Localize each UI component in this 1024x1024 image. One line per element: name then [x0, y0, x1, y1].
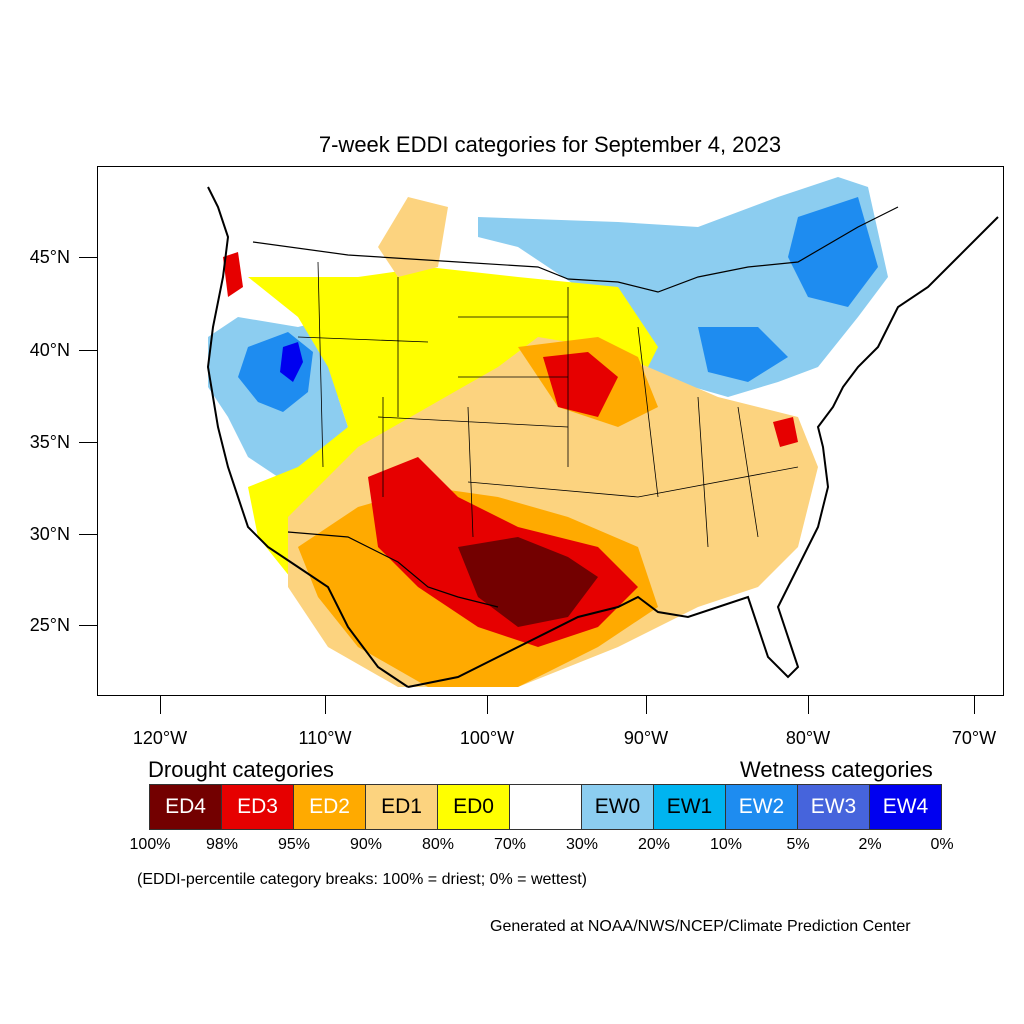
lat-tick	[79, 257, 97, 258]
legend-cell-ed0: ED0	[437, 784, 510, 830]
lon-label-70w: 70°W	[951, 728, 997, 748]
drought-ed3-virginia	[773, 417, 798, 447]
legend-cell-ew0: EW0	[581, 784, 654, 830]
lat-label-35: 35°N	[29, 432, 70, 452]
break-label: 70%	[493, 836, 527, 853]
break-label: 100%	[129, 836, 171, 853]
legend-cell-ed4: ED4	[149, 784, 222, 830]
drought-ed1-north	[378, 197, 448, 277]
legend-cell-ed1: ED1	[365, 784, 438, 830]
lat-tick	[79, 350, 97, 351]
lat-tick	[79, 625, 97, 626]
eddi-map	[97, 166, 1004, 696]
drought-heading: Drought categories	[148, 757, 334, 782]
lat-label-45: 45°N	[29, 247, 70, 267]
lon-label-120w: 120°W	[132, 728, 188, 748]
coastline	[206, 186, 999, 688]
lon-tick	[646, 696, 647, 714]
category-legend: ED4 ED3 ED2 ED1 ED0 EW0 EW1 EW2 EW3 EW4	[149, 784, 942, 830]
wet-region-north	[478, 177, 888, 397]
lon-tick	[974, 696, 975, 714]
lat-label-40: 40°N	[29, 340, 70, 360]
break-label: 5%	[786, 836, 810, 853]
drought-ed4-texas	[458, 537, 598, 627]
break-label: 2%	[858, 836, 882, 853]
lat-label-30: 30°N	[29, 524, 70, 544]
legend-cell-ew1: EW1	[653, 784, 726, 830]
legend-cell-ed3: ED3	[221, 784, 294, 830]
lon-label-90w: 90°W	[623, 728, 669, 748]
wet-region-west-ew4	[280, 342, 303, 382]
border-canada	[252, 206, 899, 293]
state-lines	[297, 261, 799, 548]
lat-tick	[79, 442, 97, 443]
wetness-heading: Wetness categories	[740, 757, 933, 782]
drought-ed3-iowa	[543, 352, 618, 417]
lon-tick	[325, 696, 326, 714]
lon-label-80w: 80°W	[785, 728, 831, 748]
lat-tick	[79, 534, 97, 535]
break-label: 30%	[565, 836, 599, 853]
wet-region-northeast-core	[788, 197, 878, 307]
legend-cell-ew4: EW4	[869, 784, 942, 830]
lon-label-110w: 110°W	[298, 728, 352, 748]
break-label: 20%	[637, 836, 671, 853]
lon-label-100w: 100°W	[459, 728, 515, 748]
border-mexico	[287, 531, 499, 608]
lon-tick	[160, 696, 161, 714]
credit-line: Generated at NOAA/NWS/NCEP/Climate Predi…	[490, 918, 911, 935]
map-canvas	[206, 177, 999, 688]
break-label: 10%	[709, 836, 743, 853]
break-label: 98%	[205, 836, 239, 853]
legend-cell-normal	[509, 784, 582, 830]
lon-tick	[487, 696, 488, 714]
map-title: 7-week EDDI categories for September 4, …	[318, 132, 782, 157]
break-label: 80%	[421, 836, 455, 853]
lon-tick	[808, 696, 809, 714]
break-label: 90%	[349, 836, 383, 853]
category-note: (EDDI-percentile category breaks: 100% =…	[137, 871, 587, 888]
break-label: 0%	[930, 836, 954, 853]
legend-cell-ed2: ED2	[293, 784, 366, 830]
break-label: 95%	[277, 836, 311, 853]
lat-label-25: 25°N	[29, 615, 70, 635]
legend-cell-ew2: EW2	[725, 784, 798, 830]
legend-cell-ew3: EW3	[797, 784, 870, 830]
drought-ed3-oregon	[223, 252, 243, 297]
wet-region-greatlakes	[698, 327, 788, 382]
